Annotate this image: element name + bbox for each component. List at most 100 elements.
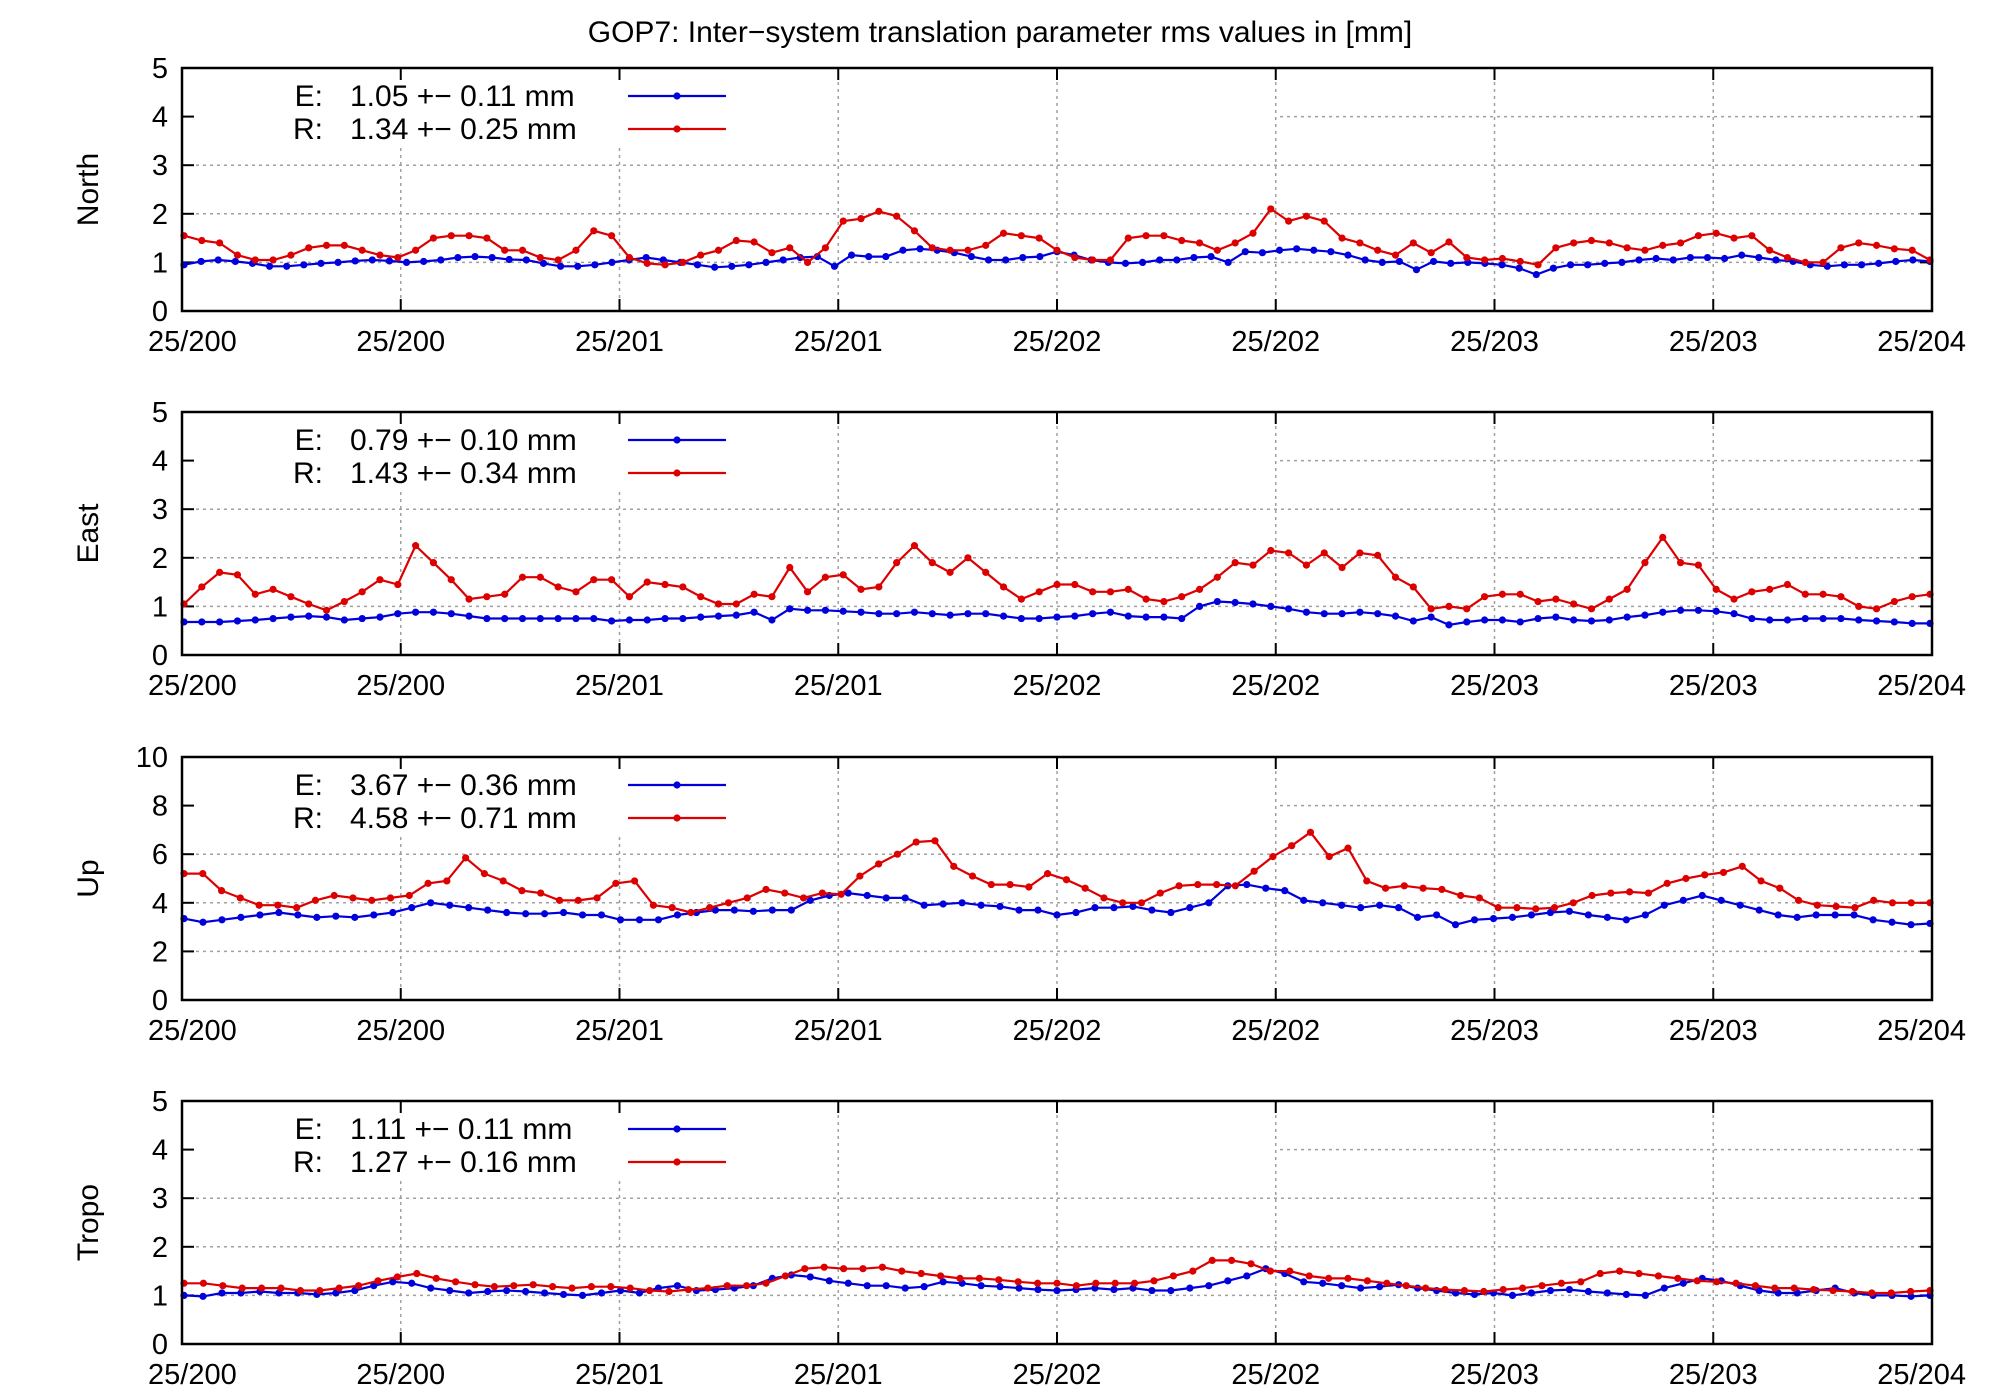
- data-point-E: [1755, 1286, 1763, 1295]
- data-point-E: [1207, 252, 1215, 261]
- legend-value-E: 1.11 +− 0.11 mm: [350, 1113, 572, 1146]
- data-point-E: [1679, 1279, 1687, 1287]
- x-tick-label: 25/203: [1450, 1015, 1539, 1047]
- data-point-E: [1566, 261, 1575, 269]
- data-point-E: [385, 257, 394, 265]
- data-point-R: [1771, 1284, 1779, 1292]
- data-point-E: [1755, 253, 1763, 262]
- data-point-R: [1801, 590, 1809, 598]
- data-point-E: [1376, 901, 1384, 909]
- data-point-R: [1160, 597, 1168, 606]
- data-point-E: [964, 610, 972, 618]
- data-point-E: [1565, 1285, 1574, 1294]
- data-point-E: [1755, 906, 1763, 914]
- data-point-E: [540, 1289, 549, 1297]
- data-point-R: [1391, 251, 1400, 259]
- data-point-R: [1325, 1274, 1333, 1282]
- data-point-R: [704, 1284, 712, 1292]
- legend-marker-R: [673, 469, 681, 477]
- data-point-E: [1660, 901, 1668, 909]
- data-point-R: [1751, 1282, 1759, 1290]
- y-tick-label: 2: [152, 1232, 168, 1264]
- data-point-R: [665, 1287, 673, 1296]
- data-point-R: [857, 215, 865, 223]
- data-point-R: [1644, 889, 1652, 897]
- data-point-R: [1106, 588, 1115, 596]
- data-point-E: [1793, 913, 1801, 921]
- data-point-R: [1034, 1279, 1042, 1287]
- data-point-R: [857, 585, 865, 593]
- data-point-E: [844, 889, 852, 897]
- data-point-E: [1036, 252, 1044, 261]
- x-tick-label: 25/202: [1013, 1015, 1102, 1047]
- data-point-E: [1652, 254, 1660, 263]
- data-point-R: [258, 1284, 266, 1292]
- x-tick-label: 25/201: [575, 1359, 664, 1391]
- data-point-R: [1532, 905, 1540, 913]
- data-point-E: [1413, 913, 1422, 921]
- data-point-E: [1091, 904, 1099, 912]
- data-point-R: [238, 1284, 246, 1292]
- data-point-R: [1776, 884, 1784, 892]
- data-point-E: [465, 1289, 473, 1297]
- data-point-R: [1195, 585, 1204, 593]
- data-point-R: [801, 1265, 809, 1273]
- legend-marker-E: [673, 1125, 681, 1133]
- data-point-R: [917, 1269, 925, 1278]
- data-point-E: [351, 1286, 359, 1295]
- legend-marker-E: [673, 781, 681, 789]
- data-point-E: [1224, 1277, 1232, 1285]
- data-point-R: [311, 896, 320, 904]
- data-point-E: [768, 616, 776, 624]
- data-point-R: [1552, 595, 1560, 603]
- y-tick-label: 2: [152, 199, 168, 231]
- data-point-E: [1338, 901, 1346, 909]
- data-point-E: [269, 614, 277, 623]
- data-point-R: [661, 580, 669, 589]
- legend-value-E: 1.05 +− 0.11 mm: [350, 80, 575, 113]
- data-point-R: [1475, 894, 1484, 902]
- data-point-R: [840, 1265, 848, 1273]
- data-point-R: [1790, 1284, 1798, 1292]
- data-point-R: [803, 258, 812, 266]
- data-point-E: [1534, 614, 1542, 623]
- data-point-R: [679, 258, 687, 266]
- data-point-R: [643, 578, 651, 586]
- data-point-R: [590, 576, 598, 584]
- data-point-R: [1463, 605, 1471, 613]
- panels: 0 1 2 3 4 5 25/200 25/200 25/201 25/201 25/202 25/2…: [72, 53, 1966, 1391]
- data-point-E: [977, 1282, 985, 1290]
- data-point-R: [1006, 880, 1014, 889]
- data-point-R: [964, 554, 972, 562]
- data-point-E: [484, 1287, 492, 1296]
- data-point-E: [1241, 248, 1249, 256]
- y-tick-label: 3: [152, 1183, 168, 1215]
- legend-marker-R: [673, 125, 681, 133]
- data-point-R: [768, 593, 776, 601]
- data-point-E: [642, 253, 650, 262]
- data-point-R: [714, 246, 723, 254]
- y-tick-label: 0: [152, 985, 168, 1017]
- data-point-E: [1857, 261, 1866, 269]
- data-point-R: [975, 1274, 984, 1282]
- data-point-E: [597, 1289, 606, 1297]
- data-point-E: [1819, 614, 1827, 623]
- data-point-R: [293, 904, 301, 912]
- data-point-E: [728, 262, 736, 270]
- data-point-E: [1489, 914, 1498, 923]
- data-point-R: [587, 1283, 596, 1291]
- data-point-E: [198, 618, 206, 626]
- data-point-R: [198, 236, 206, 245]
- data-point-R: [875, 860, 883, 868]
- data-point-E: [1698, 891, 1706, 900]
- data-point-E: [1338, 610, 1346, 618]
- data-point-R: [1607, 889, 1615, 897]
- data-point-E: [730, 906, 738, 914]
- data-point-E: [370, 911, 378, 919]
- y-tick-label: 0: [152, 1329, 168, 1361]
- data-point-E: [608, 258, 616, 266]
- data-point-R: [893, 212, 901, 220]
- x-tick-label: 25/204: [1877, 326, 1966, 358]
- data-point-E: [1601, 259, 1609, 267]
- data-point-E: [1850, 911, 1858, 919]
